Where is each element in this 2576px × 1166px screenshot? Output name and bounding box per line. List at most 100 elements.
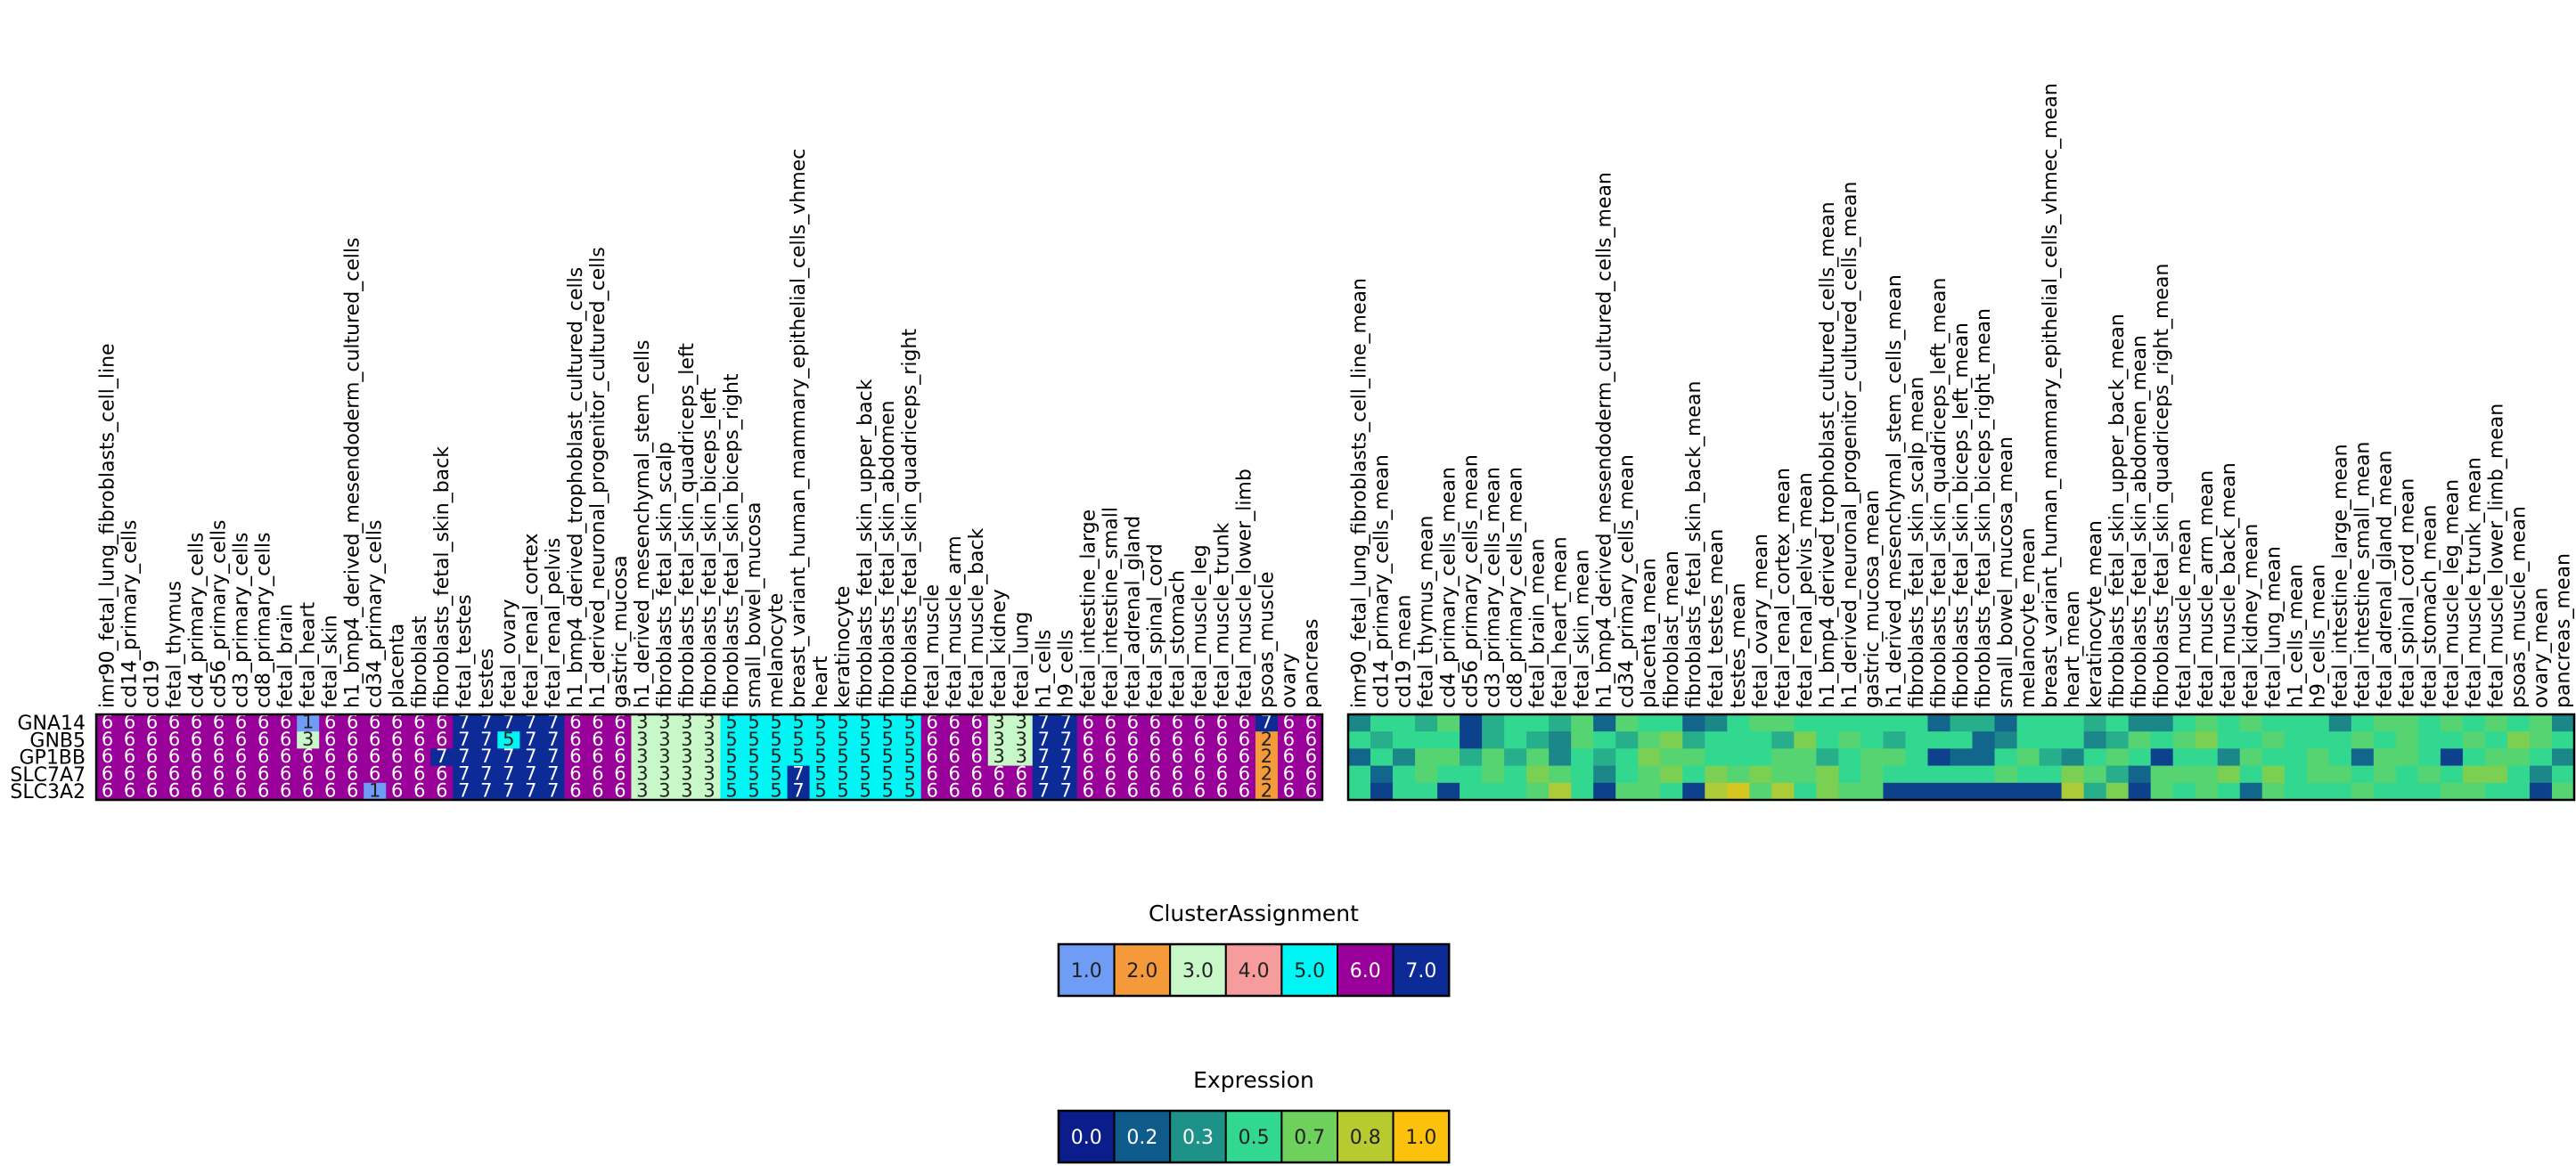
expression-cell [2351, 765, 2375, 784]
cluster-cell-value: 7 [458, 762, 470, 784]
column-label: melanocyte [765, 593, 788, 708]
expression-cell [2261, 714, 2286, 732]
cluster-cell-value: 6 [592, 712, 603, 733]
expression-cell [2373, 748, 2397, 766]
cluster-cell [1076, 731, 1100, 749]
cluster-cell [1121, 748, 1145, 766]
cluster-cell [1076, 748, 1100, 766]
column-label: fetal_muscle_lower_limb [1233, 469, 1255, 708]
column-label: fetal_stomach [1166, 570, 1189, 708]
cluster-cell-value: 3 [703, 780, 715, 802]
column-label: heart [810, 656, 832, 708]
expression-cell [1771, 731, 1795, 749]
expression-cell [1370, 748, 1394, 766]
expression-cell [2484, 731, 2508, 749]
cluster-cell [631, 782, 654, 801]
cluster-cell-value: 6 [258, 712, 269, 733]
cluster-cell-value: 7 [547, 746, 559, 767]
cluster-cell-value: 6 [971, 729, 983, 750]
cluster-cell [364, 765, 387, 784]
cluster-cell-value: 6 [592, 746, 603, 767]
expression-cell [2195, 782, 2219, 801]
expression-cell [1638, 765, 1661, 784]
cluster-cell [965, 714, 989, 732]
expression-cell [1816, 782, 1839, 801]
expression-cell [2328, 714, 2352, 732]
cluster-cell [1121, 714, 1145, 732]
expression-cell [2417, 714, 2441, 732]
expression-heatmap: imr90_fetal_lung_fibroblasts_cell_line_m… [1346, 83, 2576, 802]
column-label: fibroblasts_fetal_skin_scalp_mean [1906, 377, 1928, 708]
cluster-cell [987, 782, 1011, 801]
expression-cell [1504, 731, 1527, 749]
cluster-cell [230, 782, 253, 801]
cluster-cell-value: 7 [1038, 762, 1050, 784]
cluster-cell [787, 765, 810, 784]
expression-cell [1615, 748, 1639, 766]
cluster-cell [742, 731, 765, 749]
cluster-cell [609, 782, 632, 801]
cluster-cell [1255, 714, 1279, 732]
cluster-cell-value: 6 [1149, 746, 1161, 767]
cluster-cell [631, 765, 654, 784]
cluster-cell-value: 6 [1127, 712, 1139, 733]
column-label: h1_cells [1033, 630, 1055, 708]
cluster-cell [1232, 782, 1256, 801]
column-label: ovary_mean [2530, 588, 2552, 708]
cluster-cell [1188, 765, 1212, 784]
cluster-cell-value: 6 [391, 780, 403, 802]
cluster-cell [297, 782, 320, 801]
cluster-cell-value: 1 [302, 712, 314, 733]
cluster-cell [898, 765, 922, 784]
column-label: fibroblasts_fetal_skin_back_mean [1683, 381, 1705, 708]
column-label: fetal_muscle_back [966, 527, 988, 708]
cluster-cell [519, 748, 543, 766]
column-label: fetal_muscle_leg [1189, 544, 1211, 708]
column-label: h1_derived_mesenchymal_stem_cells_mean [1884, 274, 1906, 708]
cluster-cell-value: 5 [725, 780, 737, 802]
expression-cell [2172, 765, 2196, 784]
cluster-cell-value: 6 [280, 762, 291, 784]
expression-cell [2551, 765, 2575, 784]
cluster-cell-value: 6 [1239, 746, 1250, 767]
cluster-cell [1277, 748, 1301, 766]
expression-cell [2351, 731, 2375, 749]
column-label: fetal_lung_mean [2262, 546, 2285, 708]
cluster-cell [898, 731, 922, 749]
cluster-cell-value: 6 [949, 780, 961, 802]
cluster-cell [408, 714, 431, 732]
cluster-cell-value: 6 [1083, 780, 1094, 802]
expression-cell [2417, 782, 2441, 801]
cluster-cell [341, 731, 364, 749]
expression-cell [2150, 731, 2174, 749]
expression-cell [2106, 714, 2130, 732]
expression-cell [1771, 782, 1795, 801]
cluster-cell [430, 714, 454, 732]
cluster-cell [319, 782, 342, 801]
expression-cell [1660, 748, 1683, 766]
column-label: h1_bmp4_derived_trophoblast_cultured_cel… [1817, 201, 1839, 708]
cluster-cell-value: 6 [1105, 729, 1116, 750]
expression-cell [2506, 748, 2531, 766]
expression-cell [2128, 765, 2152, 784]
expression-cell [2217, 714, 2241, 732]
expression-cell [1950, 748, 1973, 766]
cluster-cell [586, 765, 609, 784]
expression-cell [1482, 765, 1505, 784]
column-label: cd8_primary_cells_mean [1505, 467, 1527, 708]
cluster-cell-value: 6 [347, 712, 358, 733]
cluster-cell [631, 714, 654, 732]
cluster-cell [542, 731, 565, 749]
cluster-cell-value: 6 [258, 762, 269, 784]
cluster-cell-value: 5 [725, 729, 737, 750]
expression-cell [1927, 782, 1950, 801]
column-label: fetal_spinal_cord [1144, 543, 1166, 708]
expression-cell [1415, 714, 1438, 732]
column-label: fetal_testes_mean [1705, 529, 1728, 708]
cluster-cell [542, 748, 565, 766]
cluster-cell [765, 714, 788, 732]
column-label: fetal_heart_mean [1550, 536, 1572, 708]
cluster-cell-value: 7 [525, 729, 536, 750]
cluster-cell [698, 782, 721, 801]
cluster-cell-value: 6 [102, 780, 113, 802]
